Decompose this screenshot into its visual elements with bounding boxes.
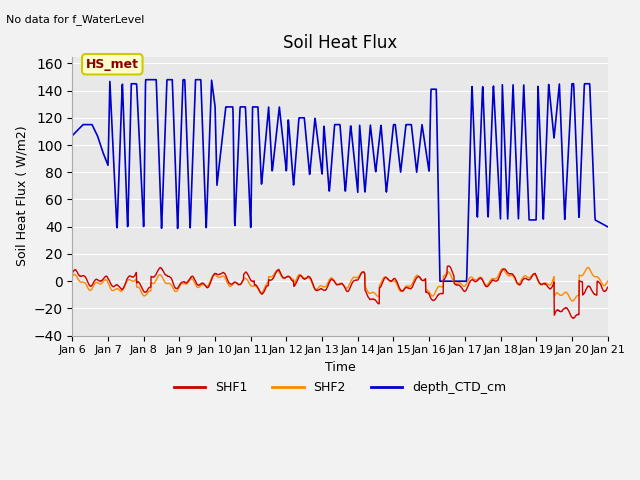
- SHF1: [604, 285, 611, 290]
- SHF2: [315, 285, 323, 290]
- SHF1: [570, 315, 577, 321]
- depth_CTD_cm: [589, 153, 596, 159]
- SHF1: [588, 288, 596, 294]
- SHF2: [588, 271, 596, 277]
- Y-axis label: Soil Heat Flux ( W/m2): Soil Heat Flux ( W/m2): [15, 126, 28, 266]
- Title: Soil Heat Flux: Soil Heat Flux: [283, 34, 397, 52]
- depth_CTD_cm: [604, 224, 611, 229]
- SHF1: [589, 288, 596, 294]
- depth_CTD_cm: [490, 98, 498, 104]
- Legend: SHF1, SHF2, depth_CTD_cm: SHF1, SHF2, depth_CTD_cm: [169, 376, 511, 399]
- depth_CTD_cm: [329, 144, 337, 150]
- SHF2: [589, 272, 596, 278]
- X-axis label: Time: Time: [324, 361, 355, 374]
- depth_CTD_cm: [68, 132, 76, 138]
- SHF2: [68, 274, 76, 280]
- SHF2: [569, 298, 577, 304]
- SHF2: [96, 281, 104, 287]
- SHF2: [604, 278, 611, 284]
- SHF1: [329, 277, 337, 283]
- depth_CTD_cm: [96, 140, 104, 145]
- SHF2: [490, 276, 498, 282]
- SHF1: [96, 278, 104, 284]
- depth_CTD_cm: [588, 146, 596, 152]
- depth_CTD_cm: [436, 278, 444, 284]
- Line: SHF1: SHF1: [72, 266, 607, 318]
- Line: depth_CTD_cm: depth_CTD_cm: [72, 80, 607, 281]
- SHF1: [444, 263, 452, 269]
- SHF1: [68, 270, 76, 276]
- Text: HS_met: HS_met: [86, 58, 139, 71]
- depth_CTD_cm: [315, 144, 323, 150]
- Text: No data for f_WaterLevel: No data for f_WaterLevel: [6, 14, 145, 25]
- SHF2: [584, 264, 592, 270]
- SHF1: [490, 277, 498, 283]
- depth_CTD_cm: [142, 77, 150, 83]
- SHF2: [329, 276, 337, 281]
- Line: SHF2: SHF2: [72, 267, 607, 301]
- SHF1: [315, 287, 323, 293]
